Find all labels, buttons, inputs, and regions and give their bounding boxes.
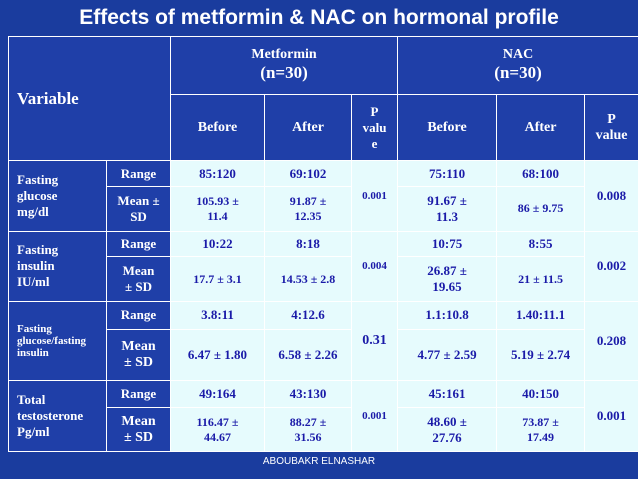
nac-range-after: 8:55: [496, 230, 586, 258]
met-range-after: 69:102: [264, 160, 352, 188]
range-label: Range: [106, 300, 171, 330]
nac-mean-before: 4.77 ± 2.59: [397, 328, 498, 381]
footer-author: ABOUBAKR ELNASHAR: [262, 456, 376, 467]
nac-range-before: 45:161: [397, 379, 498, 409]
range-label: Range: [106, 230, 171, 258]
nac-range-after: 1.40:11.1: [496, 300, 586, 330]
met-mean-after: 88.27 ± 31.56: [264, 407, 352, 452]
hormonal-profile-table: Variable Metformin (n=30) NAC (n=30) Bef…: [8, 35, 638, 453]
nac-mean-before: 26.87 ± 19.65: [397, 256, 498, 302]
slide-title: Effects of metformin & NAC on hormonal p…: [79, 6, 559, 29]
header-nac-after: After: [496, 93, 586, 162]
header-metformin-label: Metformin: [251, 47, 317, 63]
nac-mean-after: 73.87 ± 17.49: [496, 407, 586, 452]
nac-range-after: 68:100: [496, 160, 586, 188]
nac-mean-before: 48.60 ± 27.76: [397, 407, 498, 452]
met-p-value: 0.001: [350, 160, 399, 232]
met-p-value: 0.001: [350, 379, 399, 453]
nac-range-before: 1.1:10.8: [397, 300, 498, 330]
header-nac: NAC (n=30): [397, 36, 638, 95]
met-p-value: 0.31: [350, 300, 399, 381]
variable-fasting-glucose: Fasting glucose mg/dl: [8, 160, 107, 232]
met-mean-before: 116.47 ± 44.67: [170, 407, 265, 452]
header-variable: Variable: [8, 35, 171, 162]
range-label: Range: [106, 379, 171, 409]
variable-fasting-insulin: Fasting insulin IU/ml: [8, 230, 107, 302]
header-metformin-n: (n=30): [260, 63, 308, 83]
met-mean-before: 17.7 ± 3.1: [170, 256, 265, 302]
nac-mean-before: 91.67 ± 11.3: [397, 186, 498, 232]
met-range-after: 43:130: [264, 379, 352, 409]
nac-range-before: 10:75: [397, 230, 498, 258]
mean-sd-label: Mean ± SD: [106, 186, 171, 232]
met-mean-after: 91.87 ± 12.35: [264, 186, 352, 232]
nac-mean-after: 86 ± 9.75: [496, 186, 586, 232]
met-range-after: 4:12.6: [264, 300, 352, 330]
met-mean-after: 14.53 ± 2.8: [264, 256, 352, 302]
header-nac-label: NAC: [502, 47, 534, 63]
nac-mean-after: 21 ± 11.5: [496, 256, 586, 302]
met-mean-before: 6.47 ± 1.80: [170, 328, 265, 381]
variable-glucose-insulin-ratio: Fasting glucose/fasting insulin: [8, 300, 107, 381]
mean-sd-label: Mean ± SD: [106, 328, 171, 381]
nac-range-before: 75:110: [397, 160, 498, 188]
met-mean-before: 105.93 ± 11.4: [170, 186, 265, 232]
met-range-after: 8:18: [264, 230, 352, 258]
nac-range-after: 40:150: [496, 379, 586, 409]
mean-sd-label: Mean ± SD: [106, 256, 171, 302]
nac-mean-after: 5.19 ± 2.74: [496, 328, 586, 381]
variable-total-testosterone: Total testosterone Pg/ml: [8, 379, 107, 453]
header-nac-pvalue: P value: [584, 93, 638, 162]
met-range-before: 85:120: [170, 160, 265, 188]
header-met-before: Before: [170, 93, 265, 162]
header-met-after: After: [264, 93, 352, 162]
range-label: Range: [106, 160, 171, 188]
nac-p-value: 0.008: [584, 160, 638, 232]
header-nac-before: Before: [397, 93, 498, 162]
met-p-value: 0.004: [350, 230, 399, 302]
header-met-pvalue: P valu e: [350, 93, 399, 162]
nac-p-value: 0.001: [584, 379, 638, 453]
header-metformin: Metformin (n=30): [169, 36, 399, 95]
met-range-before: 49:164: [170, 379, 265, 409]
met-range-before: 10:22: [170, 230, 265, 258]
header-nac-n: (n=30): [494, 63, 542, 83]
nac-p-value: 0.002: [584, 230, 638, 302]
met-range-before: 3.8:11: [170, 300, 265, 330]
mean-sd-label: Mean ± SD: [106, 407, 171, 452]
nac-p-value: 0.208: [584, 300, 638, 381]
met-mean-after: 6.58 ± 2.26: [264, 328, 352, 381]
